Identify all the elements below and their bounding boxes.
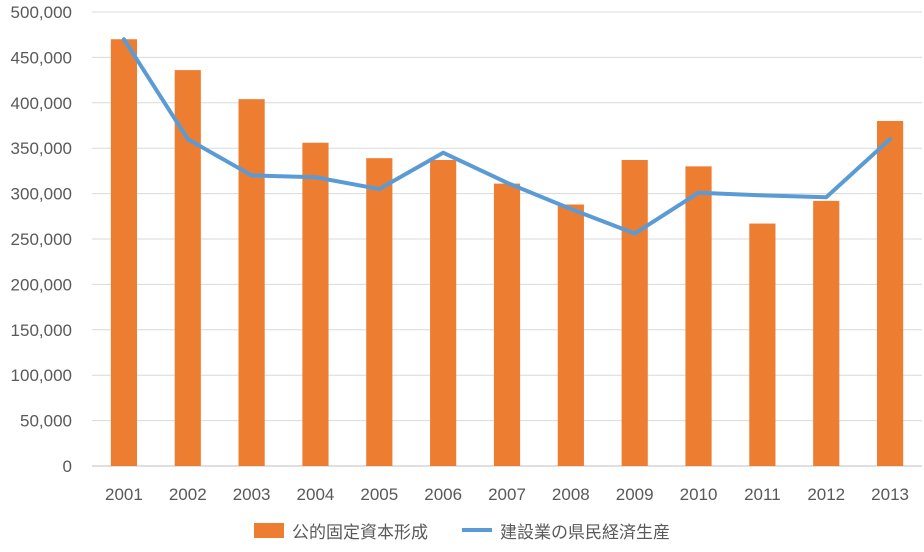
y-tick-label: 100,000 <box>11 366 72 385</box>
x-tick-label: 2006 <box>424 485 462 500</box>
y-tick-label: 0 <box>63 457 72 476</box>
legend-item-line: 建設業の県民経済生産 <box>462 518 670 543</box>
x-tick-label: 2009 <box>616 485 654 500</box>
x-tick-label: 2013 <box>871 485 909 500</box>
x-tick-label: 2001 <box>105 485 143 500</box>
chart-canvas: 0 50,000 100,000 150,000 200,000 250,000 300,0… <box>0 0 924 500</box>
bar-2003 <box>239 99 265 466</box>
y-tick-label: 300,000 <box>11 185 72 204</box>
x-tick-label: 2007 <box>488 485 526 500</box>
bar-2008 <box>558 204 584 466</box>
legend-swatch-line <box>462 528 492 532</box>
bar-2007 <box>494 184 520 466</box>
legend-item-bar: 公的固定資本形成 <box>254 518 428 543</box>
legend-swatch-bar <box>254 523 284 538</box>
bar-2005 <box>366 158 392 466</box>
bar-2011 <box>749 224 775 466</box>
x-tick-label: 2003 <box>233 485 271 500</box>
bar-2010 <box>685 166 711 466</box>
x-axis-ticks: 2001 2002 2003 2004 2005 2006 2007 2008 2009 2010… <box>105 485 909 500</box>
legend-label-bar: 公的固定資本形成 <box>292 518 428 543</box>
legend-label-line: 建設業の県民経済生産 <box>500 518 670 543</box>
y-tick-label: 450,000 <box>11 48 72 67</box>
bar-2001 <box>111 39 137 466</box>
x-tick-label: 2004 <box>297 485 335 500</box>
bar-2006 <box>430 160 456 466</box>
chart: 0 50,000 100,000 150,000 200,000 250,000 300,0… <box>0 0 924 552</box>
y-tick-label: 200,000 <box>11 275 72 294</box>
bar-2004 <box>302 143 328 466</box>
bar-2013 <box>877 121 903 466</box>
x-tick-label: 2010 <box>680 485 718 500</box>
y-tick-label: 50,000 <box>20 412 72 431</box>
x-tick-label: 2011 <box>744 485 781 500</box>
y-tick-label: 350,000 <box>11 139 72 158</box>
y-tick-label: 400,000 <box>11 94 72 113</box>
y-tick-label: 250,000 <box>11 230 72 249</box>
x-tick-label: 2008 <box>552 485 590 500</box>
y-axis-ticks: 0 50,000 100,000 150,000 200,000 250,000 300,0… <box>11 3 72 476</box>
bar-2012 <box>813 201 839 466</box>
x-tick-label: 2002 <box>169 485 207 500</box>
legend: 公的固定資本形成 建設業の県民経済生産 <box>0 512 924 548</box>
x-tick-label: 2012 <box>807 485 845 500</box>
bar-2002 <box>175 70 201 466</box>
y-tick-label: 150,000 <box>11 321 72 340</box>
bar-2009 <box>622 160 648 466</box>
y-tick-label: 500,000 <box>11 3 72 22</box>
x-tick-label: 2005 <box>360 485 398 500</box>
